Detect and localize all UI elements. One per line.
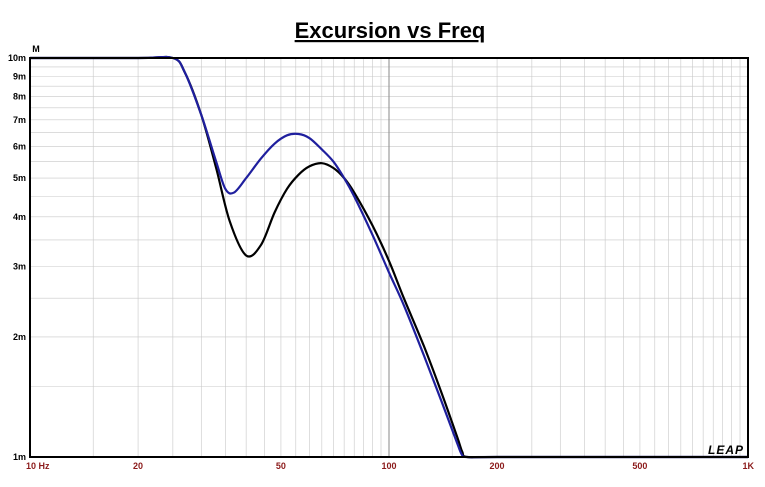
y-tick-label: 4m: [13, 212, 26, 222]
y-tick-label: 1m: [13, 452, 26, 462]
x-tick-label: 1K: [742, 461, 754, 471]
y-tick-label: 9m: [13, 71, 26, 81]
x-tick-label: 200: [490, 461, 505, 471]
leap-logo: LEAP: [708, 443, 744, 457]
y-tick-label: 3m: [13, 262, 26, 272]
y-tick-label: 6m: [13, 142, 26, 152]
y-unit-label: M: [32, 44, 40, 54]
y-tick-label: 7m: [13, 115, 26, 125]
x-tick-label: 100: [381, 461, 396, 471]
y-tick-label: 10m: [8, 53, 26, 63]
x-tick-label: 500: [632, 461, 647, 471]
x-tick-label: 20: [133, 461, 143, 471]
x-tick-labels: 10 Hz 20 50 100 200 500 1K: [26, 461, 754, 471]
y-tick-label: 5m: [13, 173, 26, 183]
x-tick-label: 50: [276, 461, 286, 471]
series-line-2: [29, 55, 748, 459]
y-tick-label: 2m: [13, 332, 26, 342]
chart-title: Excursion vs Freq: [295, 18, 486, 43]
y-tick-labels: 10m 9m 8m 7m 6m 5m 4m 3m 2m 1m: [8, 53, 26, 462]
y-tick-label: 8m: [13, 92, 26, 102]
x-tick-label: 10 Hz: [26, 461, 50, 471]
plot-frame: [29, 57, 749, 458]
series-layer: [29, 55, 748, 459]
